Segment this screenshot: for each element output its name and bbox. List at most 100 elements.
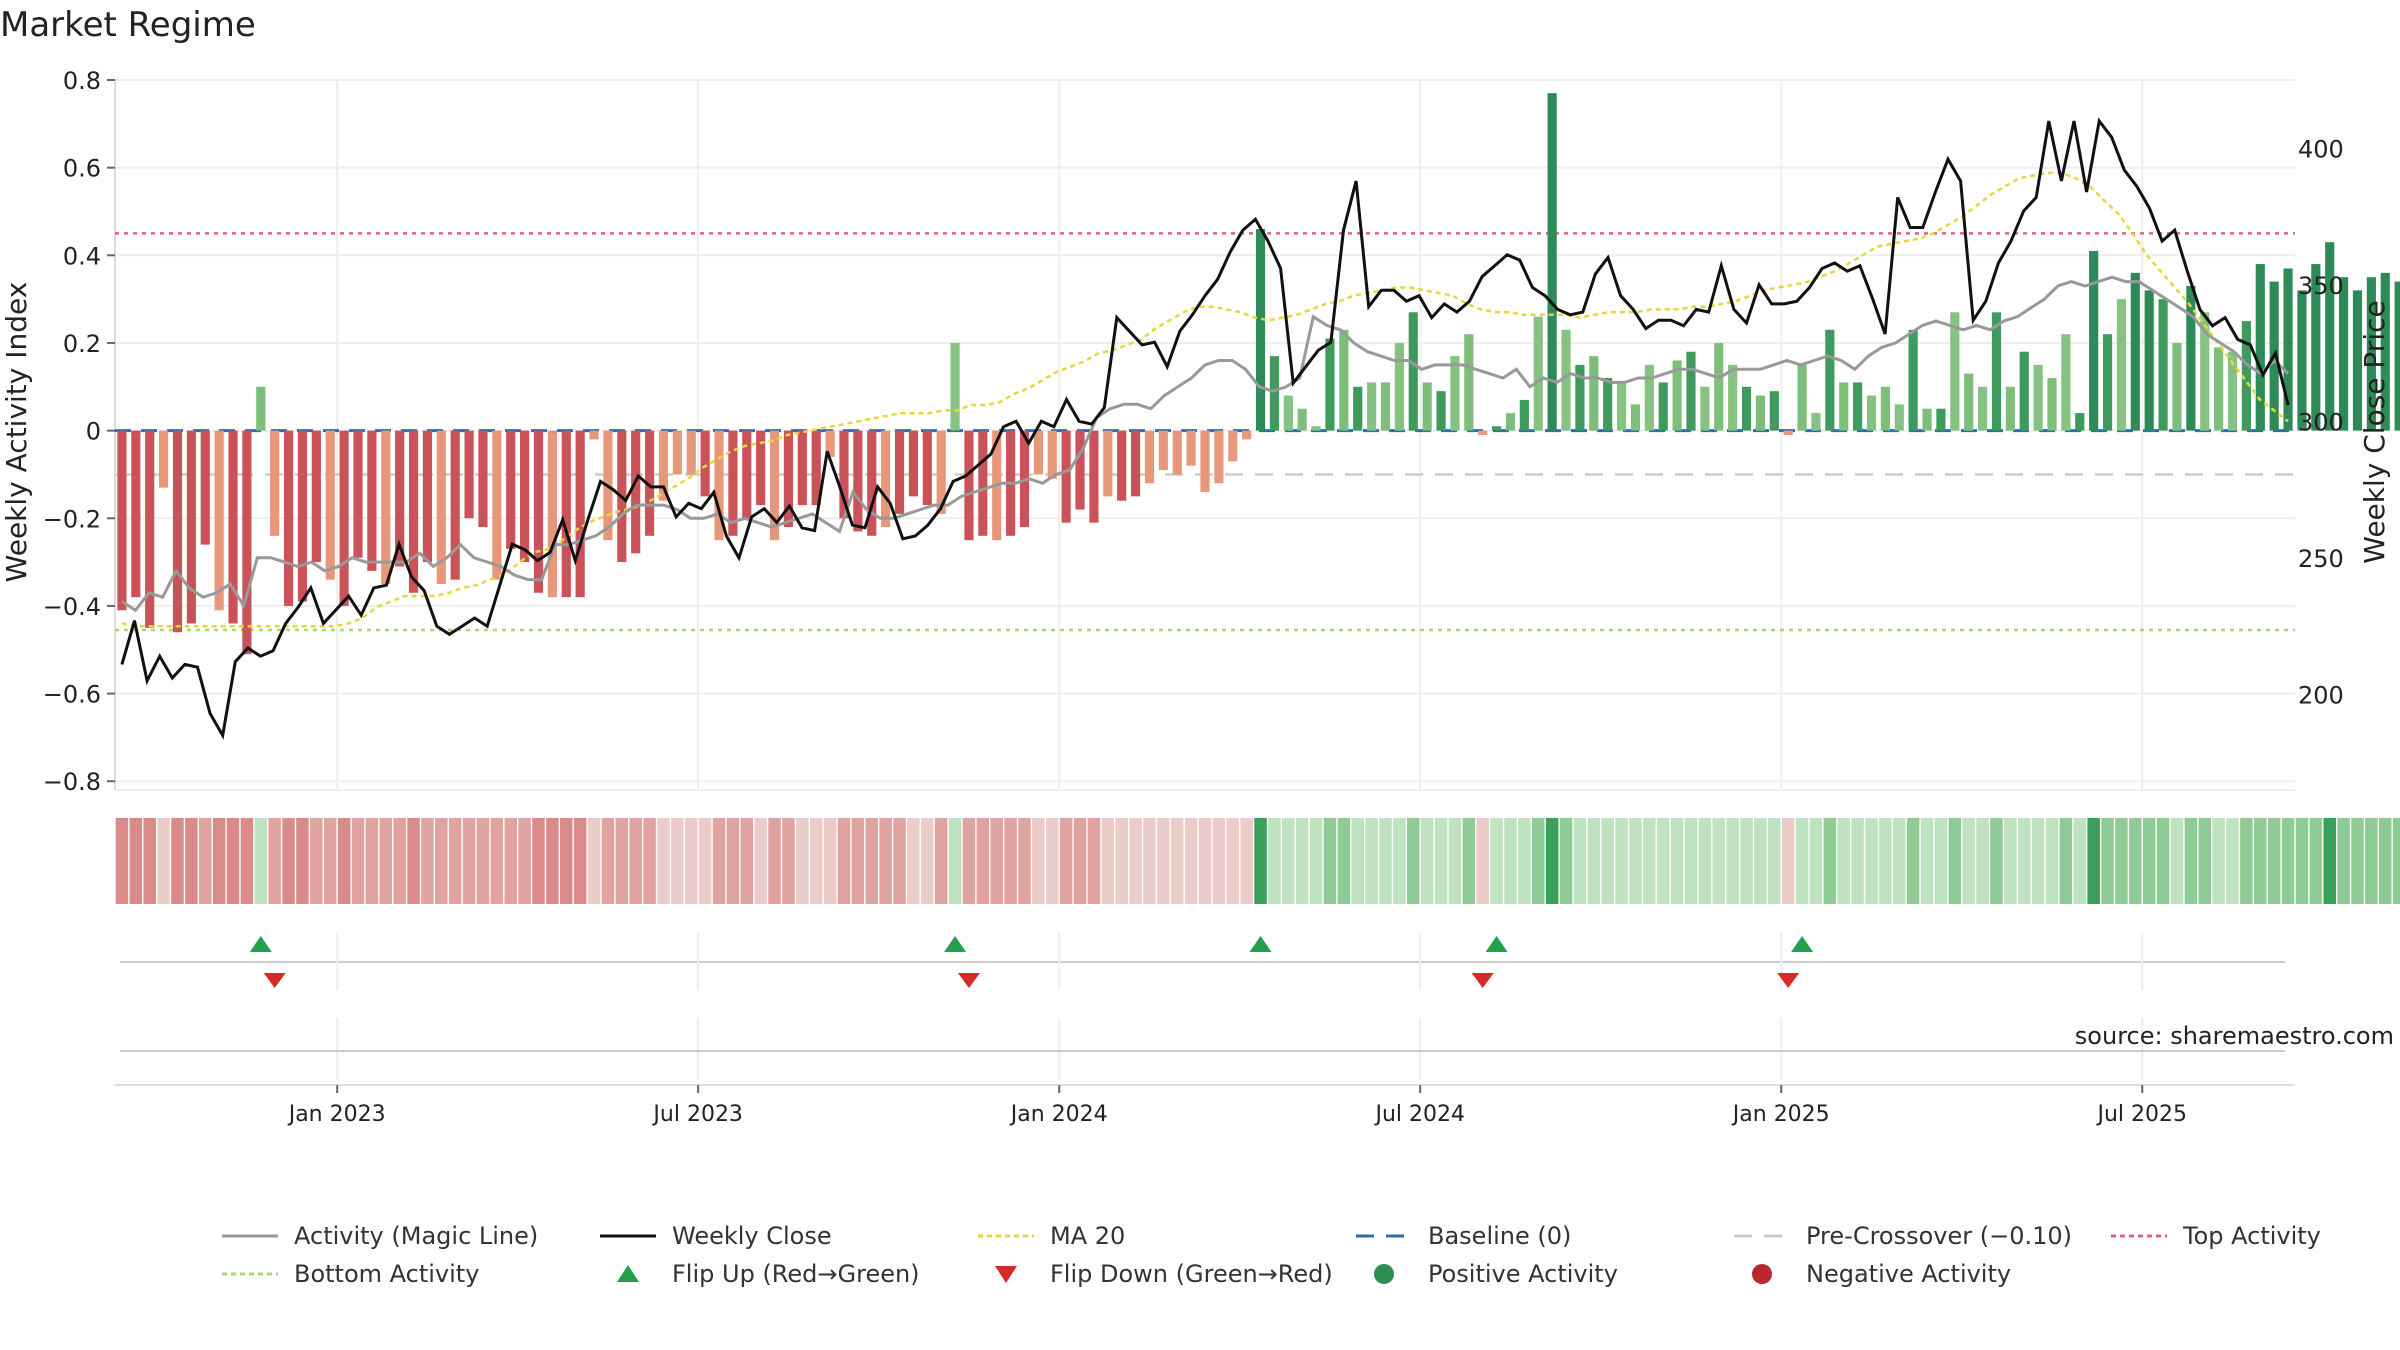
activity-bar (922, 430, 932, 506)
regime-cell (2184, 818, 2198, 904)
activity-bar (1242, 430, 1252, 440)
activity-bar (589, 430, 599, 440)
activity-bar (1575, 364, 1585, 431)
regime-cell (1393, 818, 1406, 904)
regime-cell (2129, 818, 2142, 904)
regime-cell (1448, 818, 1462, 904)
regime-cell (921, 818, 934, 904)
circle-icon (1752, 1264, 1772, 1284)
regime-cell (1837, 818, 1850, 904)
regime-cell (1351, 818, 1364, 904)
regime-cell (2309, 818, 2323, 904)
legend-item: Bottom Activity (222, 1260, 479, 1288)
regime-cell (879, 818, 892, 904)
regime-cell (476, 818, 490, 904)
activity-bar (978, 430, 988, 536)
regime-cell (1726, 818, 1739, 904)
regime-cell (2226, 818, 2239, 904)
regime-cell (407, 818, 420, 904)
regime-cell (1490, 818, 1503, 904)
activity-bar (297, 430, 308, 602)
x-tick-label: Jan 2023 (287, 1102, 386, 1127)
regime-cell (948, 818, 962, 904)
legend-item: Positive Activity (1374, 1260, 1618, 1288)
legend-label: MA 20 (1050, 1222, 1125, 1250)
activity-magic-line (121, 275, 2290, 613)
activity-bar (2144, 290, 2154, 431)
activity-bar (353, 430, 363, 558)
activity-bar (631, 430, 641, 554)
activity-bar (1741, 386, 1752, 431)
regime-cell (1684, 818, 1698, 904)
regime-cell (671, 818, 684, 904)
activity-bar (1033, 430, 1043, 475)
regime-cell (2281, 818, 2295, 904)
right-tick-label: 250 (2298, 545, 2344, 573)
regime-cell (1379, 818, 1392, 904)
activity-bar (2019, 351, 2029, 431)
activity-bar (742, 430, 752, 519)
legend-item: Weekly Close (600, 1222, 832, 1250)
activity-bar (1797, 364, 1807, 431)
regime-cell (1643, 818, 1656, 904)
regime-cell (393, 818, 406, 904)
right-tick-label: 350 (2298, 272, 2344, 300)
regime-cell (1851, 818, 1864, 904)
regime-cell (1656, 818, 1670, 904)
regime-cell (1212, 818, 1226, 904)
regime-cell (740, 818, 754, 904)
regime-cell (976, 818, 990, 904)
regime-cell (934, 818, 948, 904)
regime-cell (1309, 818, 1323, 904)
flip-down-marker (263, 973, 286, 988)
activity-bar (1519, 399, 1529, 431)
x-tick-label: Jan 2024 (1009, 1102, 1108, 1127)
activity-bar (506, 430, 516, 549)
legend-label: Pre-Crossover (−0.10) (1806, 1222, 2072, 1250)
regime-cell (1670, 818, 1684, 904)
activity-bar (283, 430, 294, 606)
regime-cell (546, 818, 559, 904)
activity-bar (1353, 386, 1363, 431)
activity-bar (561, 430, 571, 598)
regime-cell (2087, 818, 2100, 904)
regime-cell (2351, 818, 2364, 904)
activity-bar (1977, 386, 1988, 431)
activity-bar (186, 430, 196, 624)
activity-bar (1394, 342, 1404, 431)
regime-cell (282, 818, 295, 904)
regime-cell (337, 818, 351, 904)
left-tick-label: −0.4 (43, 593, 101, 621)
regime-cell (698, 818, 712, 904)
regime-cell (809, 818, 823, 904)
activity-bar (2075, 413, 2085, 431)
regime-cell (2017, 818, 2031, 904)
legend-label: Baseline (0) (1428, 1222, 1571, 1250)
activity-bar (1783, 430, 1793, 435)
left-axis: 0.8 0.6 0.4 0.2 0 −0.2 −0.4 −0.6 −0.8 (43, 67, 115, 796)
regime-cell (1476, 818, 1489, 904)
activity-bar (2130, 272, 2140, 431)
regime-cell (629, 818, 642, 904)
flip-up-marker (1791, 936, 1814, 952)
series-lines (120, 117, 2290, 740)
legend-label: Positive Activity (1428, 1260, 1618, 1288)
activity-bar (1047, 430, 1057, 479)
activity-bar (2255, 264, 2265, 431)
activity-bar (1700, 386, 1710, 431)
flip-down-marker (1471, 973, 1494, 988)
activity-bar (145, 430, 155, 628)
regime-cell (212, 818, 226, 904)
regime-cell (726, 818, 740, 904)
right-tick-label: 300 (2298, 408, 2344, 436)
legend-label: Negative Activity (1806, 1260, 2011, 1288)
regime-cell (2101, 818, 2114, 904)
regime-cell (115, 818, 129, 904)
regime-cell (1268, 818, 1281, 904)
regime-cell (1990, 818, 2003, 904)
regime-cell (351, 818, 365, 904)
regime-cell (1962, 818, 1975, 904)
x-axis: Jan 2023 Jul 2023 Jan 2024 Jul 2024 Jan 2025… (287, 1085, 2187, 1127)
activity-bar (950, 342, 960, 431)
activity-bar (2311, 264, 2321, 431)
